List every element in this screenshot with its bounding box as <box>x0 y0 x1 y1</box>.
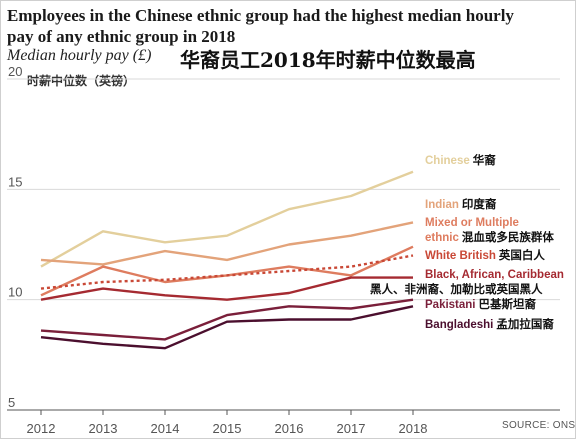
series-label: Chinese 华裔 <box>425 153 496 167</box>
series-label: ethnic 混血或多民族群体 <box>425 230 554 244</box>
series-line <box>40 221 414 266</box>
series-line <box>40 245 414 297</box>
y-tick-label: 15 <box>8 174 22 189</box>
y-tick-label: 5 <box>8 395 15 410</box>
series-line <box>40 305 414 350</box>
x-tick-label: 2016 <box>275 421 304 436</box>
grid-lines <box>7 78 560 411</box>
y-tick-label: 10 <box>8 285 22 300</box>
x-tick-label: 2018 <box>399 421 428 436</box>
series-labels: Chinese 华裔 Indian 印度裔 Mixed or Multipleethni… <box>370 153 564 331</box>
x-tick-label: 2015 <box>213 421 242 436</box>
series-line <box>40 254 414 290</box>
series-lines <box>40 170 414 350</box>
series-line <box>40 298 414 341</box>
series-label: 黑人、非洲裔、加勒比或英国黑人 <box>370 282 543 296</box>
y-tick-labels: 5 10 15 20 <box>8 64 22 410</box>
x-tick-labels: 2012 2013 2014 2015 2016 2017 2018 <box>27 410 428 436</box>
chart-title-zh: 华裔员工2018年时薪中位数最高 <box>180 48 476 72</box>
series-label: Bangladeshi 孟加拉国裔 <box>425 317 554 331</box>
chart-subtitle-en: Median hourly pay (£) <box>7 47 152 64</box>
source-note: SOURCE: ONS <box>502 420 576 431</box>
series-label: Pakistani 巴基斯坦裔 <box>425 297 536 311</box>
series-line <box>40 276 413 301</box>
series-label: Mixed or Multiple <box>425 217 519 229</box>
x-tick-label: 2014 <box>151 421 180 436</box>
x-tick-label: 2013 <box>89 421 118 436</box>
series-line <box>40 170 414 268</box>
series-label: White British 英国白人 <box>425 248 545 262</box>
y-tick-label: 20 <box>8 64 22 79</box>
x-tick-label: 2012 <box>27 421 56 436</box>
y-axis-label-zh: 时薪中位数（英镑） <box>27 74 136 88</box>
chart-title-en: Employees in the Chinese ethnic group ha… <box>7 6 514 46</box>
series-label: Black, African, Caribbean <box>425 269 564 281</box>
series-label: Indian 印度裔 <box>425 197 497 211</box>
x-tick-label: 2017 <box>337 421 366 436</box>
